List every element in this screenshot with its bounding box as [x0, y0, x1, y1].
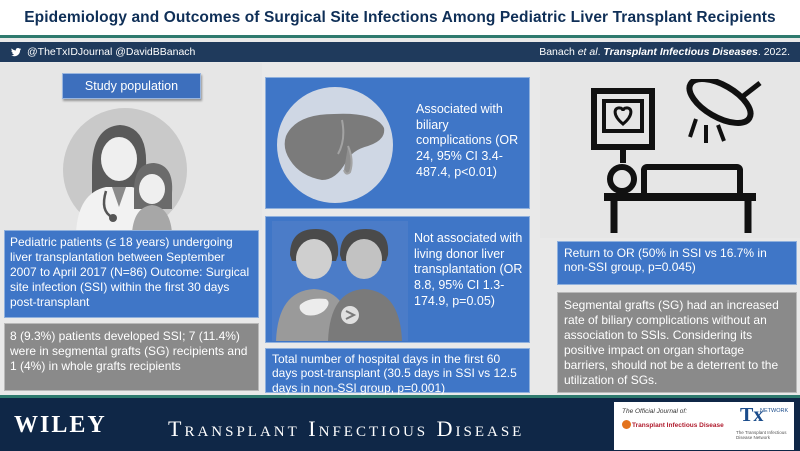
study-population-label: Study population [62, 73, 201, 99]
citation-author: Banach [539, 46, 578, 58]
return-to-or-box: Return to OR (50% in SSI vs 16.7% in non… [557, 241, 797, 285]
official-journal-block: The Official Journal of: Transplant Infe… [614, 402, 794, 450]
doctor-child-illustration [63, 108, 187, 233]
ssi-count-box: 8 (9.3%) patients developed SSI; 7 (11.4… [4, 323, 259, 391]
twitter-handles: @TheTxIDJournal @DavidBBanach [27, 46, 196, 58]
citation-etal: et al [577, 46, 598, 58]
hospital-days-text: Total number of hospital days in the fir… [272, 352, 517, 395]
liver-icon [277, 87, 393, 203]
social-bar: @TheTxIDJournal @DavidBBanach Banach et … [0, 42, 800, 62]
operating-room-icon [591, 79, 762, 233]
biliary-association-text: Associated with biliary complications (O… [416, 102, 519, 179]
return-to-or-text: Return to OR (50% in SSI vs 16.7% in non… [564, 246, 767, 275]
wiley-logo: WILEY [14, 412, 107, 438]
citation-journal: Transplant Infectious Diseases [603, 46, 758, 58]
living-donor-text: Not associated with living donor liver t… [414, 231, 523, 308]
donor-recipient-illustration [272, 221, 408, 341]
society-name: Transplant Infectious Disease [632, 422, 724, 429]
title-bar: Epidemiology and Outcomes of Surgical Si… [0, 0, 800, 38]
page-title: Epidemiology and Outcomes of Surgical Si… [24, 8, 776, 26]
social-handles: @TheTxIDJournal @DavidBBanach [10, 46, 195, 58]
ssi-count-text: 8 (9.3%) patients developed SSI; 7 (11.4… [10, 329, 248, 373]
citation: Banach et al. Transplant Infectious Dise… [539, 46, 790, 58]
network-subtitle: The Transplant Infectious Disease Networ… [736, 430, 787, 440]
population-criteria-box: Pediatric patients (≤ 18 years) undergoi… [4, 230, 259, 318]
living-donor-box: Not associated with living donor liver t… [265, 216, 530, 343]
tx-network-logo: Tx [740, 404, 764, 426]
footer: WILEY Transplant Infectious Disease The … [0, 395, 800, 451]
operating-room-panel [540, 63, 800, 238]
journal-name: Transplant Infectious Disease [168, 416, 525, 441]
population-criteria-text: Pediatric patients (≤ 18 years) undergoi… [10, 235, 250, 309]
citation-dot: . [597, 46, 604, 58]
network-label: NETWORK [760, 408, 789, 414]
study-population-panel [0, 63, 262, 233]
hospital-days-box: Total number of hospital days in the fir… [265, 348, 530, 395]
citation-year: . 2022. [757, 46, 790, 58]
biliary-association-box: Associated with biliary complications (O… [265, 77, 530, 209]
twitter-icon [11, 47, 21, 57]
official-journal-label: The Official Journal of: [622, 408, 688, 415]
conclusion-box: Segmental grafts (SG) had an increased r… [557, 292, 797, 393]
society-logo-icon [622, 420, 631, 429]
conclusion-text: Segmental grafts (SG) had an increased r… [564, 298, 779, 387]
